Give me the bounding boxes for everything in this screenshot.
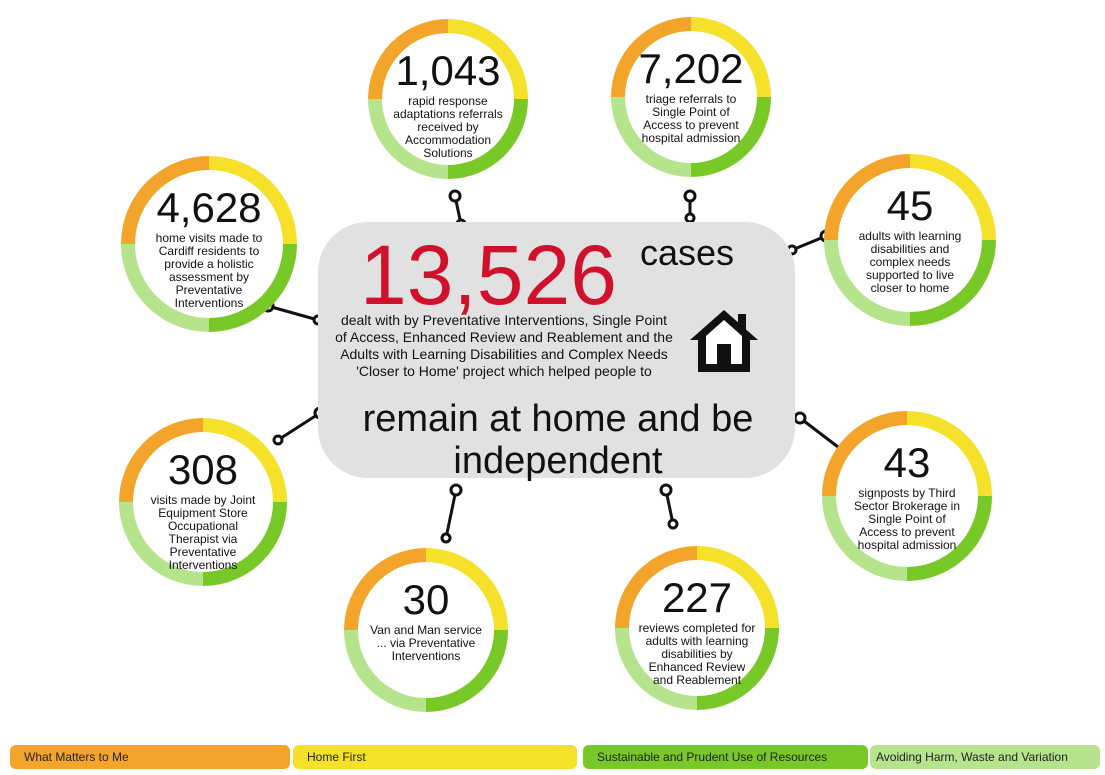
stat-inner: 227 reviews completed for adults with lea…: [629, 560, 765, 696]
stat-number: 1,043: [395, 47, 501, 94]
stat-inner: 308 visits made by Joint Equipment Store …: [133, 432, 273, 572]
stat-number: 45: [886, 182, 934, 229]
total-unit: cases: [640, 232, 735, 273]
stat-ring: 43 signposts by Third Sector Brokerage in…: [822, 411, 992, 581]
stat-label: signposts by Third Sector Brokerage in S…: [853, 486, 961, 552]
stat-inner: 30 Van and Man service ... via Preventati…: [358, 562, 494, 698]
stat-inner: 45 adults with learning disabilities and …: [838, 168, 982, 312]
stat-ring: 4,628 home visits made to Cardiff residen…: [121, 156, 297, 332]
stat-number: 308: [167, 446, 239, 493]
stat-number: 4,628: [156, 184, 262, 231]
stat-number: 30: [402, 576, 450, 623]
legend-item: Sustainable and Prudent Use of Resources: [583, 745, 868, 769]
stat-ring: 308 visits made by Joint Equipment Store …: [119, 418, 287, 586]
stat-inner: 1,043 rapid response adaptations referral…: [382, 33, 514, 165]
stat-ring: 30 Van and Man service ... via Preventati…: [344, 548, 508, 712]
stat-inner: 7,202 triage referrals to Single Point of…: [625, 31, 757, 163]
stat-label: triage referrals to Single Point of Acce…: [641, 92, 741, 145]
stat-label: home visits made to Cardiff residents to…: [155, 231, 263, 310]
legend-item: Home First: [293, 745, 577, 769]
description: dealt with by Preventative Interventions…: [335, 312, 673, 379]
summary-box: 13,526 cases dealt with by Preventative …: [318, 222, 795, 482]
stat-ring: 7,202 triage referrals to Single Point of…: [611, 17, 771, 177]
house-icon: [690, 310, 758, 372]
tagline: remain at home and be independent: [362, 398, 754, 482]
legend-item: What Matters to Me: [10, 745, 290, 769]
stat-ring: 227 reviews completed for adults with lea…: [615, 546, 779, 710]
stat-number: 7,202: [638, 45, 744, 92]
stat-inner: 43 signposts by Third Sector Brokerage in…: [836, 425, 978, 567]
stat-ring: 45 adults with learning disabilities and …: [824, 154, 996, 326]
stat-label: reviews completed for adults with learni…: [638, 621, 756, 687]
stat-label: rapid response adaptations referrals rec…: [393, 94, 503, 160]
stat-label: visits made by Joint Equipment Store Occ…: [150, 493, 256, 572]
stat-number: 227: [661, 574, 733, 621]
stat-ring: 1,043 rapid response adaptations referral…: [368, 19, 528, 179]
stat-label: Van and Man service ... via Preventative…: [370, 623, 482, 663]
stat-inner: 4,628 home visits made to Cardiff residen…: [135, 170, 283, 318]
legend-item: Avoiding Harm, Waste and Variation: [870, 745, 1100, 769]
stat-label: adults with learning disabilities and co…: [858, 229, 962, 295]
total-number: 13,526: [360, 228, 617, 322]
stat-number: 43: [883, 439, 931, 486]
